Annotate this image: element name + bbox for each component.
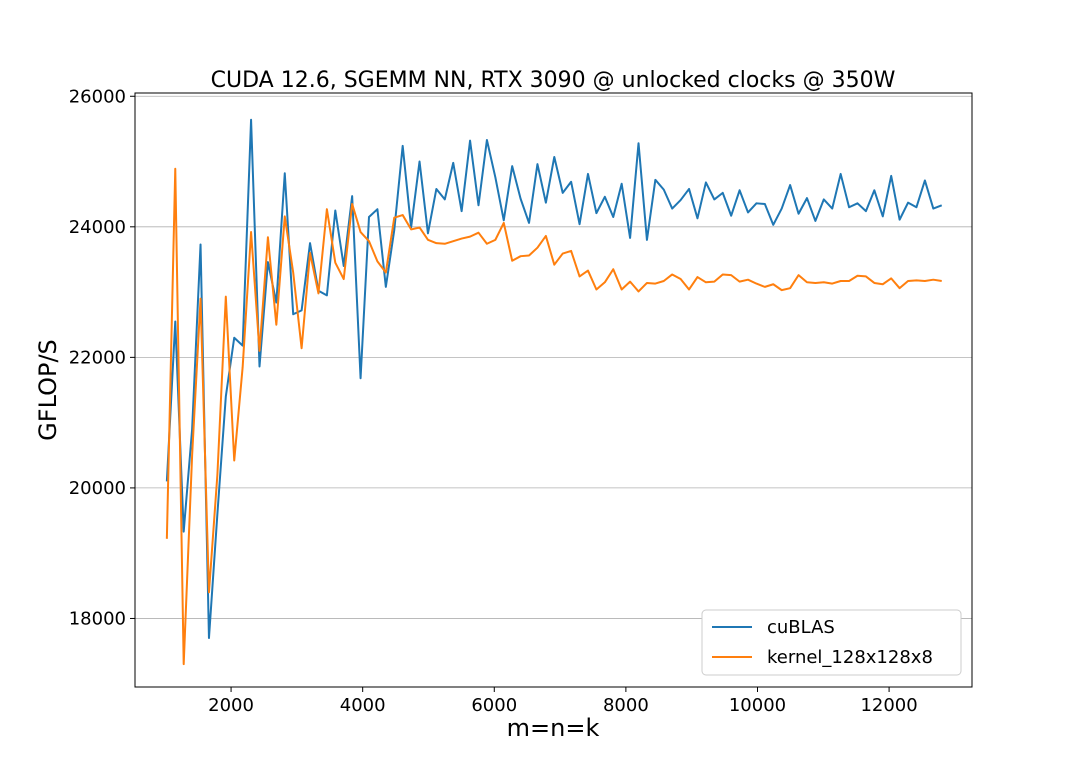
legend-label-0: cuBLAS <box>767 617 835 638</box>
series-line-kernel-128x128x8 <box>165 167 942 666</box>
x-tick-label-2: 6000 <box>471 695 517 716</box>
y-tick-label-4: 26000 <box>69 86 126 107</box>
y-tick-label-0: 18000 <box>69 608 126 629</box>
chart-title: CUDA 12.6, SGEMM NN, RTX 3090 @ unlocked… <box>211 68 896 93</box>
series-layer <box>165 118 943 666</box>
x-tick-label-0: 2000 <box>208 695 254 716</box>
plot-area-frame <box>134 92 973 688</box>
y-tick-label-2: 22000 <box>69 347 126 368</box>
x-tick-label-5: 12000 <box>860 695 917 716</box>
y-axis-label: GFLOP/S <box>34 339 62 441</box>
legend: cuBLAS kernel_128x128x8 <box>701 609 962 676</box>
x-axis-ticks: 2000 4000 6000 8000 10000 12000 <box>208 687 918 716</box>
y-tick-label-3: 24000 <box>69 217 126 238</box>
x-tick-label-4: 10000 <box>729 695 786 716</box>
x-tick-label-3: 8000 <box>603 695 649 716</box>
legend-box <box>701 609 962 676</box>
legend-label-1: kernel_128x128x8 <box>767 647 933 668</box>
series-line-cublas <box>165 118 943 640</box>
y-axis-ticks: 18000 20000 22000 24000 26000 <box>69 86 135 629</box>
x-tick-label-1: 4000 <box>340 695 386 716</box>
y-tick-label-1: 20000 <box>69 478 126 499</box>
x-axis-label: m=n=k <box>507 714 600 742</box>
